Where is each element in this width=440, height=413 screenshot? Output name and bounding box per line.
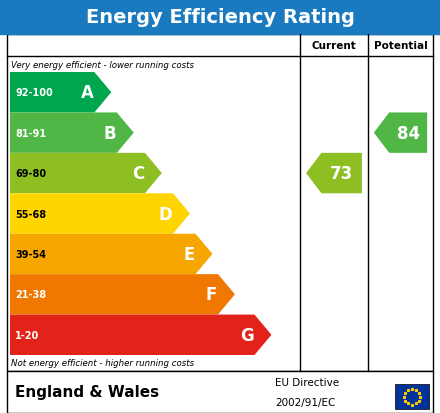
Text: 92-100: 92-100 — [15, 88, 53, 98]
Polygon shape — [10, 154, 162, 194]
Polygon shape — [10, 234, 213, 275]
Text: EU Directive: EU Directive — [275, 377, 339, 387]
Text: 73: 73 — [330, 165, 353, 183]
Text: Current: Current — [312, 41, 356, 51]
Text: 81-91: 81-91 — [15, 128, 46, 138]
Text: D: D — [158, 205, 172, 223]
Polygon shape — [306, 154, 362, 194]
Text: 39-54: 39-54 — [15, 249, 46, 259]
Text: Not energy efficient - higher running costs: Not energy efficient - higher running co… — [11, 358, 194, 368]
Polygon shape — [374, 113, 427, 154]
Bar — [395, 384, 429, 409]
Polygon shape — [10, 73, 111, 113]
Polygon shape — [10, 275, 235, 315]
Text: 1-20: 1-20 — [15, 330, 39, 340]
Text: 55-68: 55-68 — [15, 209, 46, 219]
Polygon shape — [10, 315, 271, 355]
Text: E: E — [183, 245, 194, 263]
Text: F: F — [205, 286, 217, 304]
Text: Energy Efficiency Rating: Energy Efficiency Rating — [85, 8, 355, 27]
Text: G: G — [240, 326, 253, 344]
Text: B: B — [103, 124, 116, 142]
Bar — [7, 35, 433, 371]
Text: Potential: Potential — [374, 41, 427, 51]
Text: 84: 84 — [396, 124, 420, 142]
Polygon shape — [10, 194, 190, 234]
Polygon shape — [10, 113, 134, 154]
Text: A: A — [81, 84, 93, 102]
Text: 2002/91/EC: 2002/91/EC — [275, 397, 335, 407]
Text: Very energy efficient - lower running costs: Very energy efficient - lower running co… — [11, 60, 194, 69]
Bar — [7, 371, 433, 413]
Bar — [0, 0, 440, 35]
Text: 21-38: 21-38 — [15, 290, 46, 300]
Text: C: C — [132, 165, 144, 183]
Text: 69-80: 69-80 — [15, 169, 46, 179]
Text: England & Wales: England & Wales — [15, 385, 159, 399]
